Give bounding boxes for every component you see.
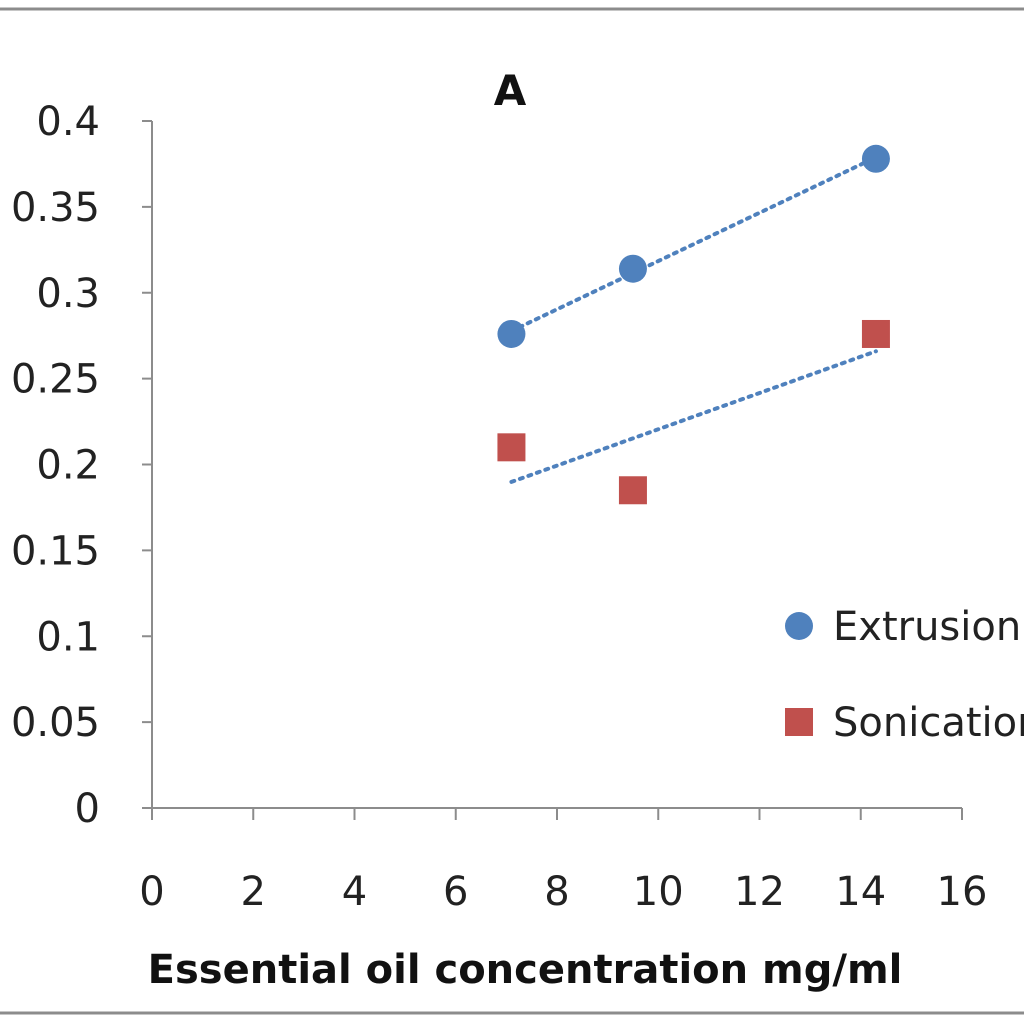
chart-title: A — [494, 66, 527, 115]
trendline-sonication — [509, 349, 878, 484]
x-tick-label: 4 — [342, 869, 367, 915]
trendline-extrusion — [509, 155, 878, 334]
data-points — [497, 144, 890, 505]
axes: 0 0.05 0.1 0.15 0.2 0.25 0.3 0.35 0.4 0 2 4 6 8 10 12 14… — [11, 99, 988, 915]
y-tick-label: 0.15 — [11, 528, 100, 574]
y-tick-label: 0.05 — [11, 700, 100, 746]
x-tick-label: 16 — [937, 869, 988, 915]
point-sonication — [497, 433, 526, 462]
point-extrusion — [497, 319, 526, 348]
x-tick-label: 0 — [139, 869, 164, 915]
y-tick-label: 0 — [75, 786, 100, 832]
legend-label-sonication: Sonication — [833, 700, 1024, 746]
legend-label-extrusion: Extrusion — [833, 604, 1021, 650]
x-tick-label: 8 — [544, 869, 569, 915]
legend-marker-extrusion — [785, 612, 813, 640]
trendlines — [509, 155, 878, 484]
x-tick-label: 10 — [633, 869, 684, 915]
legend: Extrusion Sonication — [785, 604, 1024, 746]
x-axis-label: Essential oil concentration mg/ml — [148, 947, 903, 993]
legend-marker-sonication — [785, 708, 813, 736]
x-tick-label: 6 — [443, 869, 468, 915]
x-tick-label: 14 — [835, 869, 886, 915]
x-tick-label: 12 — [734, 869, 785, 915]
x-tick-label: 2 — [241, 869, 266, 915]
y-tick-label: 0.1 — [36, 614, 100, 660]
y-tick-label: 0.35 — [11, 185, 100, 231]
point-sonication — [861, 319, 890, 348]
y-tick-label: 0.2 — [36, 443, 100, 489]
point-extrusion — [861, 144, 890, 173]
point-sonication — [618, 476, 647, 505]
y-tick-label: 0.4 — [36, 99, 100, 145]
point-extrusion — [618, 254, 647, 283]
y-tick-label: 0.3 — [36, 271, 100, 317]
y-tick-label: 0.25 — [11, 357, 100, 403]
